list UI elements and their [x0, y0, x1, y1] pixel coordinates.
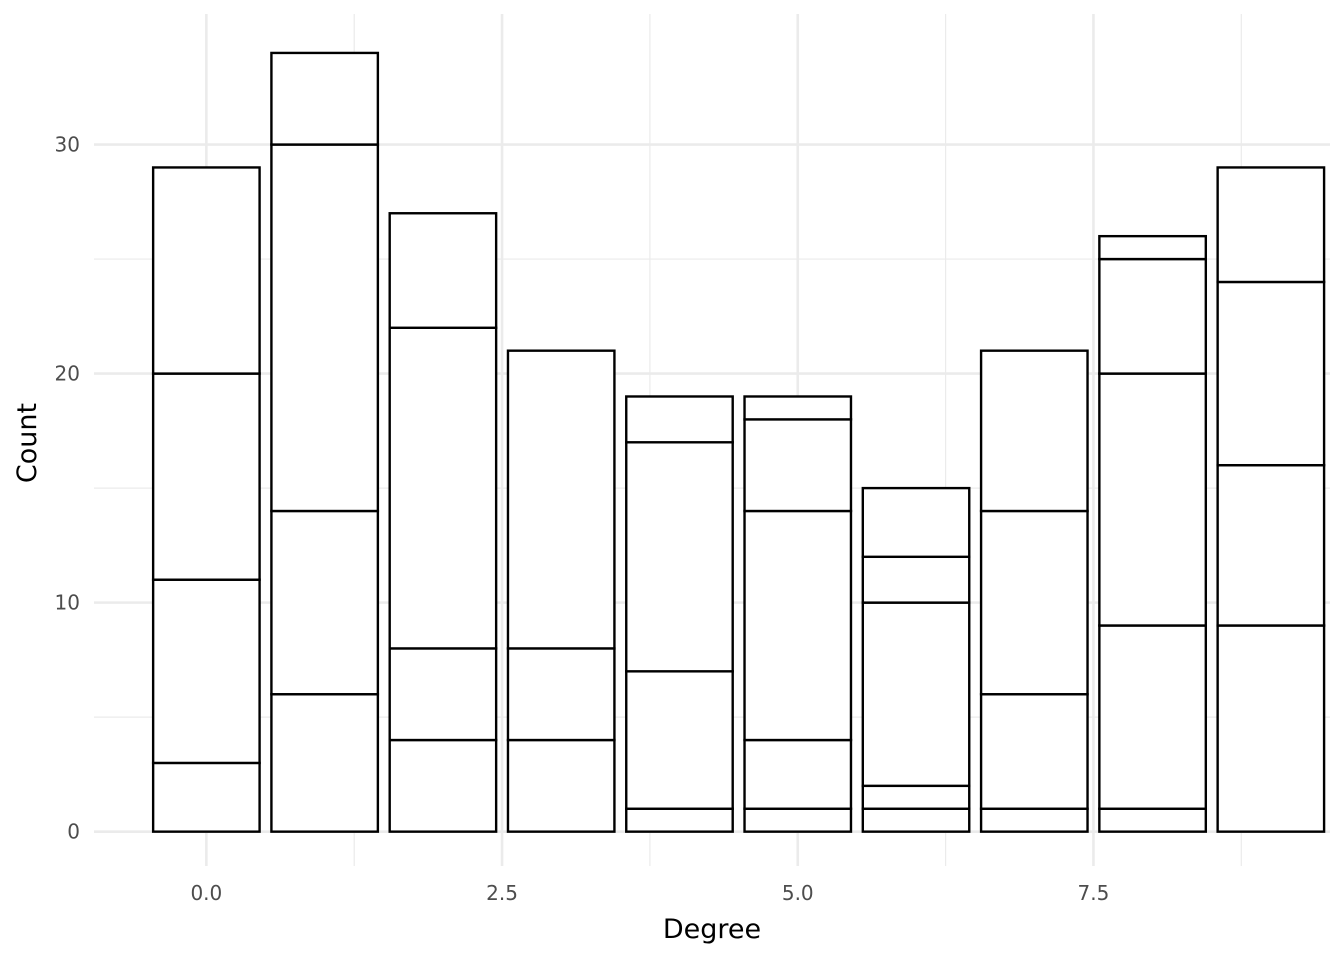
y-tick-label: 0 — [67, 820, 80, 844]
bar-segment — [743, 418, 853, 513]
bar-segment — [151, 578, 261, 765]
x-axis-title: Degree — [663, 914, 761, 945]
y-tick-labels: 0 10 20 30 — [55, 133, 80, 844]
bar-segment — [979, 693, 1089, 810]
bar-segment — [151, 761, 261, 833]
bar-segment — [151, 372, 261, 581]
bar-segment — [1098, 257, 1208, 375]
bar-segment — [979, 509, 1089, 696]
bar-segment — [270, 143, 380, 513]
bar-segment — [270, 693, 380, 833]
bar-segment — [506, 738, 616, 833]
bar-segment — [388, 647, 498, 742]
bar-segment — [625, 395, 734, 444]
bar-segment — [861, 555, 971, 604]
bar-segment — [625, 441, 734, 673]
bar-segment — [388, 738, 498, 833]
bar-segment — [625, 807, 734, 833]
y-tick-label: 20 — [55, 362, 80, 386]
bar-segment — [270, 509, 380, 696]
bar-segment — [979, 349, 1089, 513]
x-tick-label: 7.5 — [1078, 881, 1110, 905]
bar-segment — [861, 601, 971, 788]
bar-segment — [388, 326, 498, 650]
bar-segment — [1098, 372, 1208, 627]
y-tick-label: 30 — [55, 133, 80, 157]
bar-segment — [388, 212, 498, 329]
x-tick-label: 2.5 — [486, 881, 518, 905]
bar-segment — [861, 784, 971, 810]
bar-segment — [506, 349, 616, 650]
bar-segment — [625, 670, 734, 810]
bar-segment — [270, 51, 380, 146]
bar-segment — [861, 807, 971, 833]
y-tick-label: 10 — [55, 591, 80, 615]
bar-segment — [1098, 624, 1208, 810]
bar-segment — [1098, 234, 1208, 261]
bar-segment — [743, 395, 853, 421]
bar-segment — [1098, 807, 1208, 833]
bar-segment — [1216, 463, 1326, 627]
x-tick-label: 5.0 — [782, 881, 814, 905]
bar-segment — [979, 807, 1089, 833]
x-tick-label: 0.0 — [190, 881, 222, 905]
x-tick-labels: 0.0 2.5 5.0 7.5 — [190, 881, 1109, 905]
bar-segment — [743, 807, 853, 833]
bar-segment — [1216, 624, 1326, 833]
bar-segment — [861, 486, 971, 559]
bar-segment — [506, 647, 616, 742]
bar-segment — [1216, 280, 1326, 467]
bars — [151, 51, 1326, 833]
bar-segment — [151, 166, 261, 375]
bar-segment — [743, 509, 853, 742]
bar-segment — [743, 738, 853, 810]
y-axis-title: Count — [12, 403, 43, 483]
bar-segment — [1216, 166, 1326, 284]
